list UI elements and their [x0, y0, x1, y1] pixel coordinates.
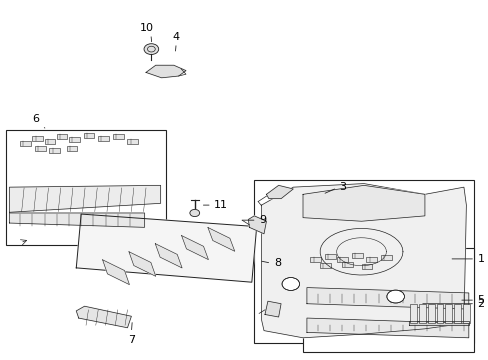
- Polygon shape: [207, 228, 234, 251]
- Bar: [320, 263, 330, 268]
- Bar: [427, 304, 434, 323]
- Text: 1: 1: [477, 254, 484, 264]
- Text: 8: 8: [273, 258, 280, 268]
- Circle shape: [386, 290, 404, 303]
- Bar: [254, 180, 473, 343]
- Text: 3: 3: [339, 182, 346, 192]
- Polygon shape: [261, 184, 466, 338]
- Bar: [325, 254, 335, 259]
- Bar: [380, 255, 391, 260]
- Bar: [341, 262, 352, 267]
- Polygon shape: [306, 288, 468, 309]
- Bar: [20, 141, 31, 146]
- Polygon shape: [306, 318, 468, 338]
- Bar: [445, 304, 451, 323]
- Bar: [113, 134, 123, 139]
- Circle shape: [189, 210, 199, 217]
- Bar: [127, 139, 138, 144]
- Bar: [303, 248, 473, 352]
- Polygon shape: [181, 235, 208, 260]
- Bar: [310, 257, 321, 262]
- Bar: [5, 130, 166, 244]
- Bar: [49, 148, 60, 153]
- Bar: [418, 304, 425, 323]
- Text: 11: 11: [214, 200, 228, 210]
- Text: 2: 2: [477, 299, 484, 309]
- Bar: [462, 304, 469, 323]
- Bar: [336, 257, 347, 262]
- Circle shape: [144, 44, 158, 54]
- Polygon shape: [102, 260, 129, 285]
- Text: 5: 5: [477, 295, 484, 305]
- Bar: [361, 264, 371, 269]
- Polygon shape: [266, 185, 293, 199]
- Bar: [98, 136, 109, 141]
- Polygon shape: [248, 216, 266, 234]
- Bar: [351, 253, 362, 258]
- Text: 6: 6: [32, 114, 39, 125]
- Circle shape: [282, 278, 299, 291]
- Bar: [57, 134, 67, 139]
- Bar: [409, 304, 416, 323]
- Polygon shape: [155, 244, 182, 268]
- Polygon shape: [9, 213, 144, 227]
- Bar: [69, 137, 80, 142]
- Bar: [453, 304, 460, 323]
- Polygon shape: [129, 252, 156, 276]
- Bar: [35, 146, 45, 151]
- Polygon shape: [303, 185, 424, 221]
- Text: 9: 9: [259, 215, 265, 225]
- Bar: [66, 146, 77, 151]
- Polygon shape: [76, 306, 131, 328]
- Polygon shape: [76, 214, 256, 282]
- Polygon shape: [408, 320, 468, 325]
- Bar: [44, 139, 55, 144]
- Text: 10: 10: [140, 23, 154, 33]
- Bar: [32, 135, 43, 140]
- Bar: [366, 257, 376, 262]
- Bar: [83, 133, 94, 138]
- Text: 7: 7: [127, 335, 135, 345]
- Text: 4: 4: [172, 32, 180, 42]
- Polygon shape: [264, 301, 281, 317]
- Bar: [436, 304, 443, 323]
- Polygon shape: [9, 185, 160, 212]
- Polygon shape: [146, 65, 185, 78]
